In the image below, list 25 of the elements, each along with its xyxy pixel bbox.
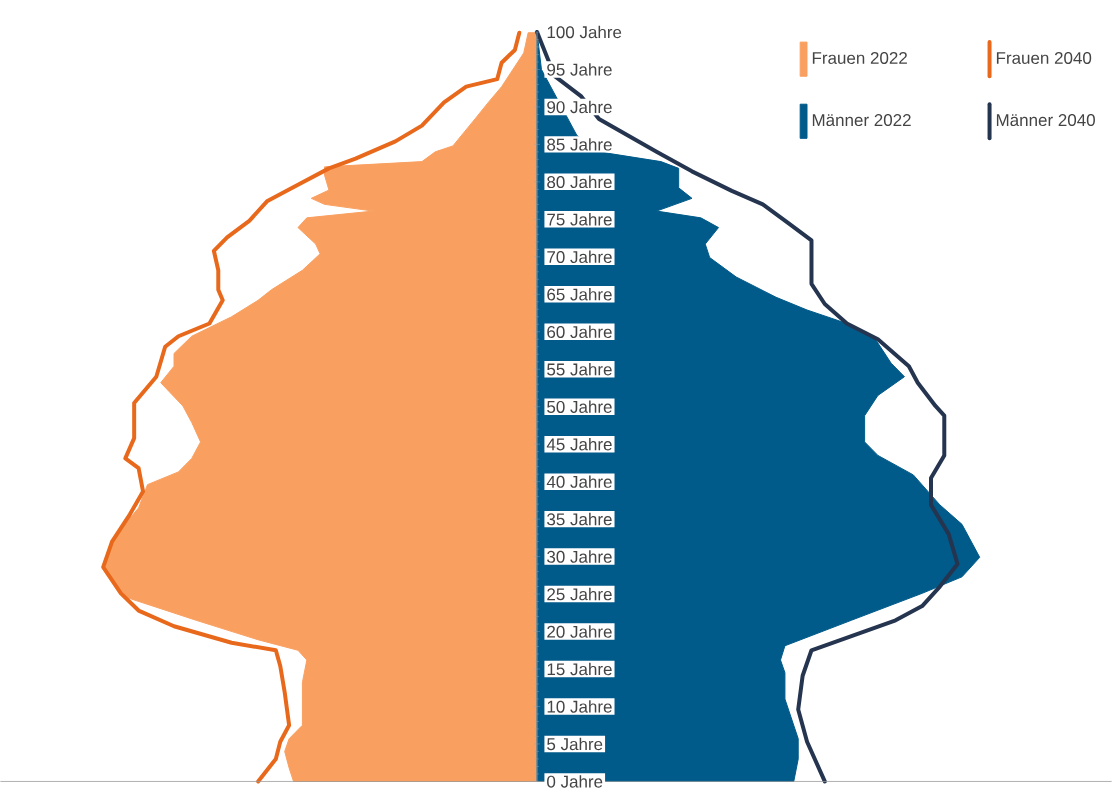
y-tick-label: 55 Jahre: [547, 362, 612, 376]
y-tick-label: 10 Jahre: [547, 700, 612, 713]
y-tick-label: 100 Jahre: [547, 25, 622, 38]
y-tick-label: 95 Jahre: [547, 62, 612, 76]
y-tick-label: 40 Jahre: [546, 475, 612, 488]
y-tick-label: 80 Jahre: [547, 175, 612, 188]
legend-label: Männer 2040: [996, 113, 1095, 126]
y-tick-label: 0 Jahre: [547, 774, 603, 788]
legend-label: Frauen 2022: [812, 51, 907, 64]
y-tick-label: 50 Jahre: [547, 400, 612, 413]
y-tick-label: 85 Jahre: [547, 137, 612, 151]
y-tick-label: 60 Jahre: [547, 325, 612, 338]
y-tick-label: 5 Jahre: [547, 737, 603, 750]
y-tick-label: 20 Jahre: [547, 625, 612, 638]
y-tick-label: 35 Jahre: [547, 512, 612, 526]
legend-label: Frauen 2040: [996, 51, 1092, 64]
y-tick-label: 75 Jahre: [547, 212, 612, 226]
y-tick-label: 15 Jahre: [547, 662, 612, 676]
legend-label: Männer 2022: [812, 113, 911, 126]
y-tick-label: 65 Jahre: [547, 287, 612, 301]
y-tick-label: 45 Jahre: [546, 437, 612, 451]
y-tick-label: 30 Jahre: [547, 550, 612, 563]
y-tick-label: 90 Jahre: [547, 100, 612, 113]
y-tick-label: 25 Jahre: [547, 587, 612, 601]
y-tick-label: 70 Jahre: [547, 250, 612, 263]
